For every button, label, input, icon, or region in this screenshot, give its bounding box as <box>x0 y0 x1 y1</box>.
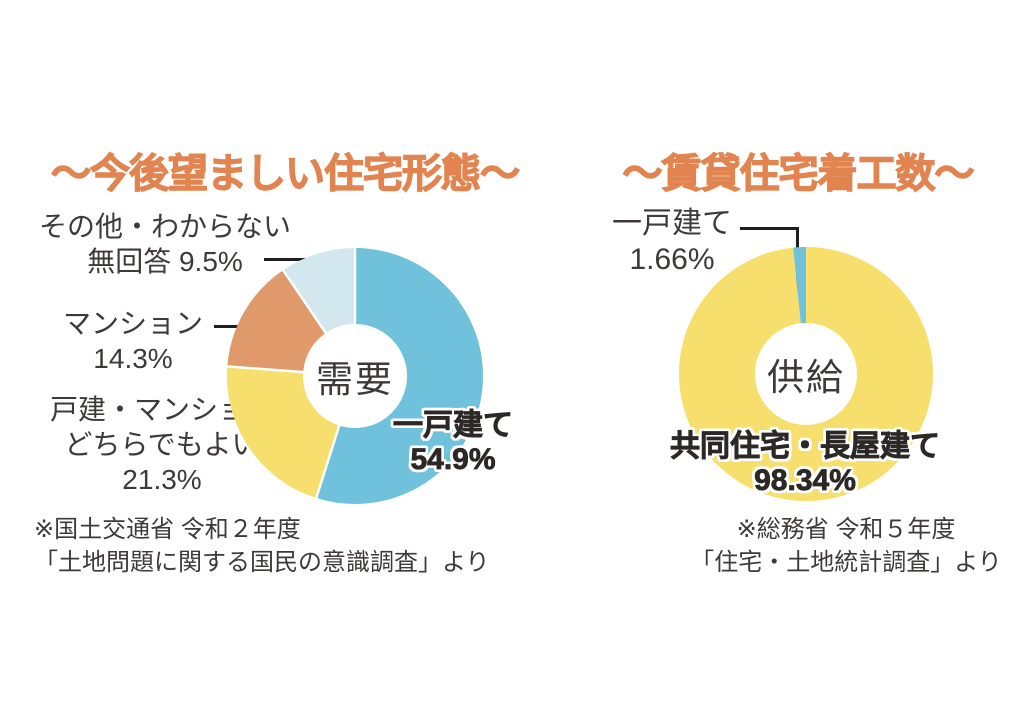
leader-line-ikkodate-horizontal <box>740 227 799 230</box>
donut-segment-1 <box>227 248 483 504</box>
demand-biggest-segment-value: 54.9% <box>410 443 496 477</box>
donut-segment-1 <box>679 247 933 501</box>
left-chart-title: ～今後望ましい住宅形態～ <box>50 151 520 196</box>
callout-mansion-line2: 14.3% <box>93 343 173 374</box>
callout-mansion: マンション 14.3% <box>38 306 228 376</box>
supply-donut-chart <box>679 247 933 501</box>
callout-ikkodate-line2: 1.66% <box>629 243 715 276</box>
demand-biggest-segment-name: 一戸建て <box>393 409 514 443</box>
right-source-line1: ※総務省 令和５年度 <box>736 516 956 543</box>
right-chart-source: ※総務省 令和５年度 「住宅・土地統計調査」より <box>690 513 1002 579</box>
left-source-line2: 「土地問題に関する国民の意識調査」より <box>34 549 490 576</box>
callout-either-line2: どちらでもよい <box>64 429 260 460</box>
callout-other-line1: その他・わからない <box>38 211 291 242</box>
supply-biggest-segment-label: 共同住宅・長屋建て 98.34% <box>655 430 955 498</box>
segment-separator <box>227 365 304 374</box>
supply-biggest-segment-value: 98.34% <box>754 464 857 498</box>
left-chart-source: ※国土交通省 令和２年度 「土地問題に関する国民の意識調査」より <box>34 513 490 579</box>
right-source-line2: 「住宅・土地統計調査」より <box>690 549 1002 576</box>
segment-separator <box>314 424 341 499</box>
right-chart-title: ～賃貸住宅着工数～ <box>622 151 975 196</box>
demand-donut-chart <box>227 248 483 504</box>
demand-biggest-segment-label: 一戸建て 54.9% <box>347 409 559 477</box>
callout-either-line3: 21.3% <box>122 464 202 495</box>
supply-biggest-segment-name: 共同住宅・長屋建て <box>670 430 941 464</box>
leader-line-other <box>264 258 318 261</box>
callout-other-line2: 無回答 9.5% <box>87 246 243 277</box>
callout-mansion-line1: マンション <box>62 308 203 339</box>
callout-ikkodate: 一戸建て 1.66% <box>592 206 752 278</box>
segment-separator <box>281 269 328 335</box>
callout-ikkodate-line1: 一戸建て <box>612 207 732 240</box>
callout-other: その他・わからない 無回答 9.5% <box>25 209 305 279</box>
left-source-line1: ※国土交通省 令和２年度 <box>34 516 301 543</box>
